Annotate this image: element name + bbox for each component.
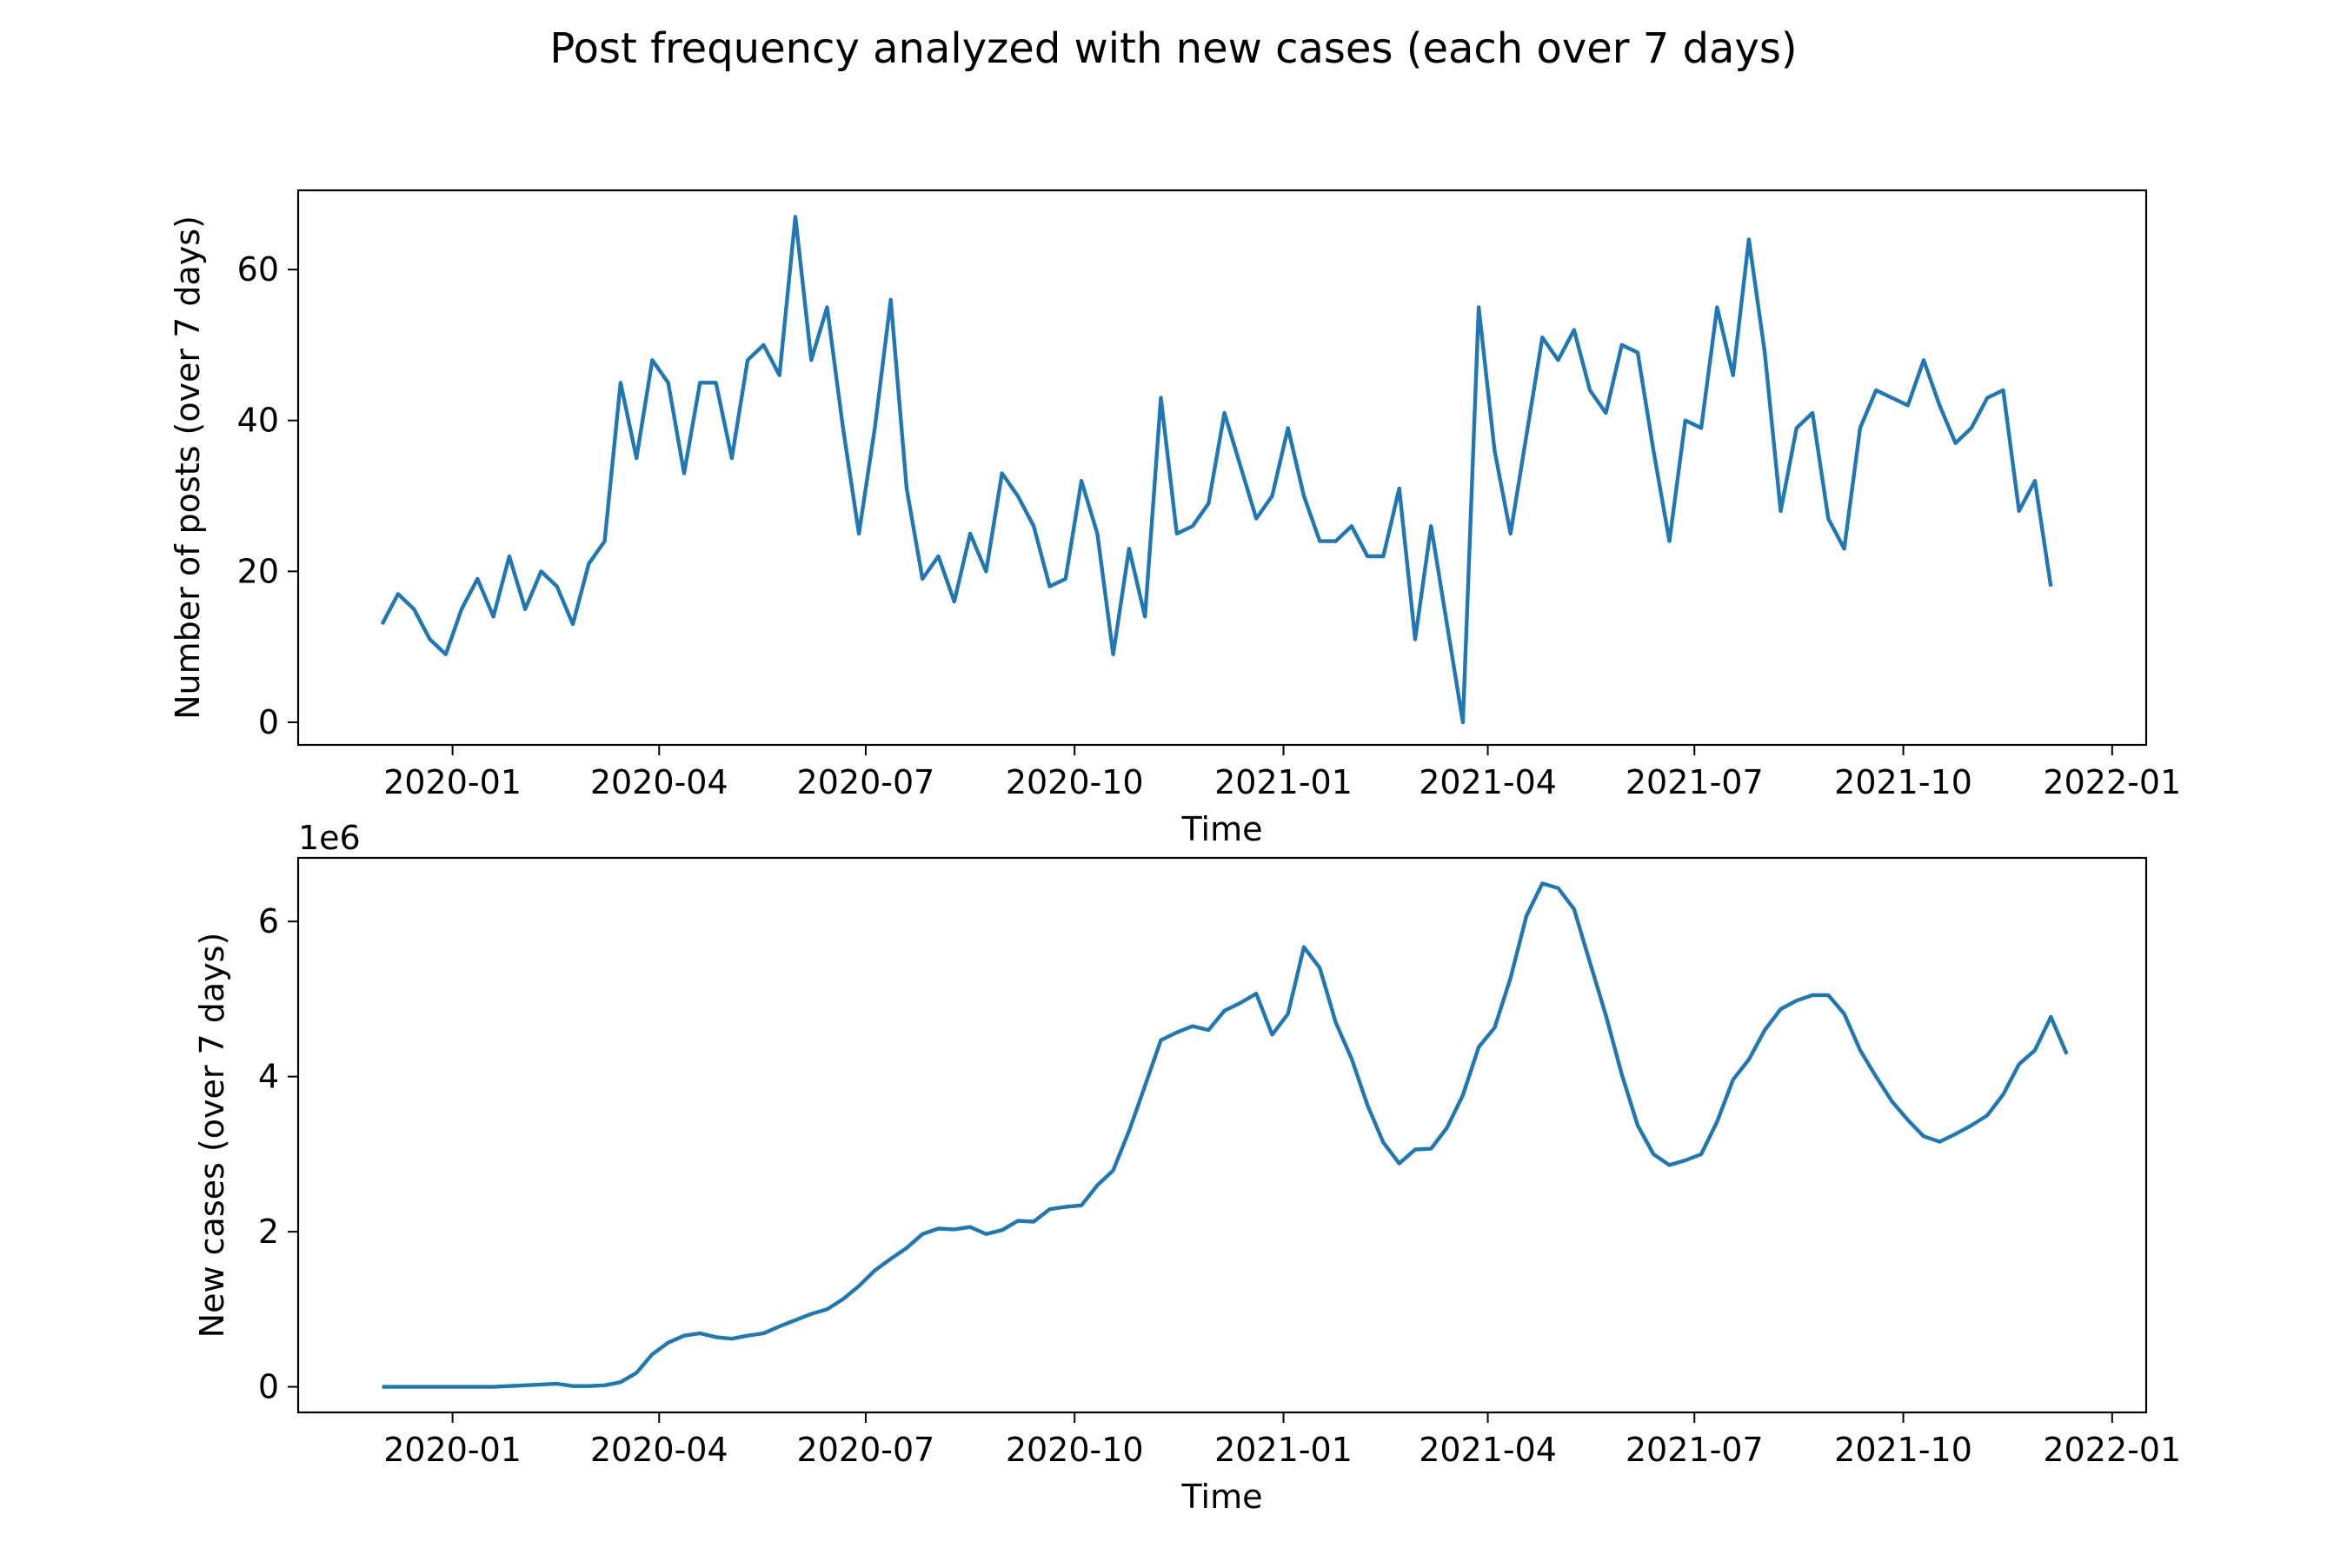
cases-y-tick-label: 6 [258,902,279,940]
cases-y-tick-label: 0 [258,1368,279,1406]
posts-x-tick-label: 2021-07 [1626,763,1764,801]
posts-series-line [380,215,2053,725]
cases-x-tick-label: 2021-07 [1626,1431,1764,1469]
posts-x-tick-label: 2020-10 [1006,763,1144,801]
cases-x-axis-label: Time [1181,1478,1263,1516]
posts-x-tick-label: 2020-07 [797,763,935,801]
posts-y-tick-label: 20 [237,552,279,590]
posts-x-tick-label: 2021-04 [1419,763,1557,801]
cases-x-tick-label: 2021-04 [1419,1431,1557,1469]
posts-y-tick-label: 0 [258,703,279,741]
posts-plot-frame [296,189,2148,747]
cases-x-tick-label: 2020-10 [1006,1431,1144,1469]
posts-x-axis-label: Time [1181,810,1263,848]
posts-x-tick-label: 2020-04 [590,763,728,801]
posts-x-tick-label: 2020-01 [383,763,522,801]
cases-x-tick-label: 2021-10 [1834,1431,1972,1469]
cases-x-tick-label: 2022-01 [2043,1431,2181,1469]
cases-x-tick-label: 2021-01 [1214,1431,1353,1469]
cases-x-tick-label: 2020-01 [383,1431,522,1469]
posts-x-tick-label: 2021-01 [1214,763,1353,801]
cases-y-tick-label: 4 [258,1058,279,1096]
cases-y-axis-label: New cases (over 7 days) [193,933,231,1339]
posts-subplot: 2020-01 2020-04 2020-07 2020-10 2021-01 2021-… [169,189,2181,848]
posts-x-tick-label: 2022-01 [2043,763,2181,801]
cases-subplot: 2020-01 2020-04 2020-07 2020-10 2021-01 2021-… [193,819,2181,1516]
posts-x-tick-label: 2021-10 [1834,763,1972,801]
posts-y-tick-label: 40 [237,402,279,440]
cases-x-tick-label: 2020-04 [590,1431,728,1469]
cases-y-tick-label: 2 [258,1213,279,1251]
cases-plot-frame [296,856,2148,1414]
cases-series-line [382,881,2069,1389]
cases-x-tick-label: 2020-07 [797,1431,935,1469]
posts-y-tick-label: 60 [237,250,279,289]
posts-y-axis-label: Number of posts (over 7 days) [169,216,207,720]
chart-title: Post frequency analyzed with new cases (… [549,24,1797,73]
cases-offset-label: 1e6 [298,819,361,857]
